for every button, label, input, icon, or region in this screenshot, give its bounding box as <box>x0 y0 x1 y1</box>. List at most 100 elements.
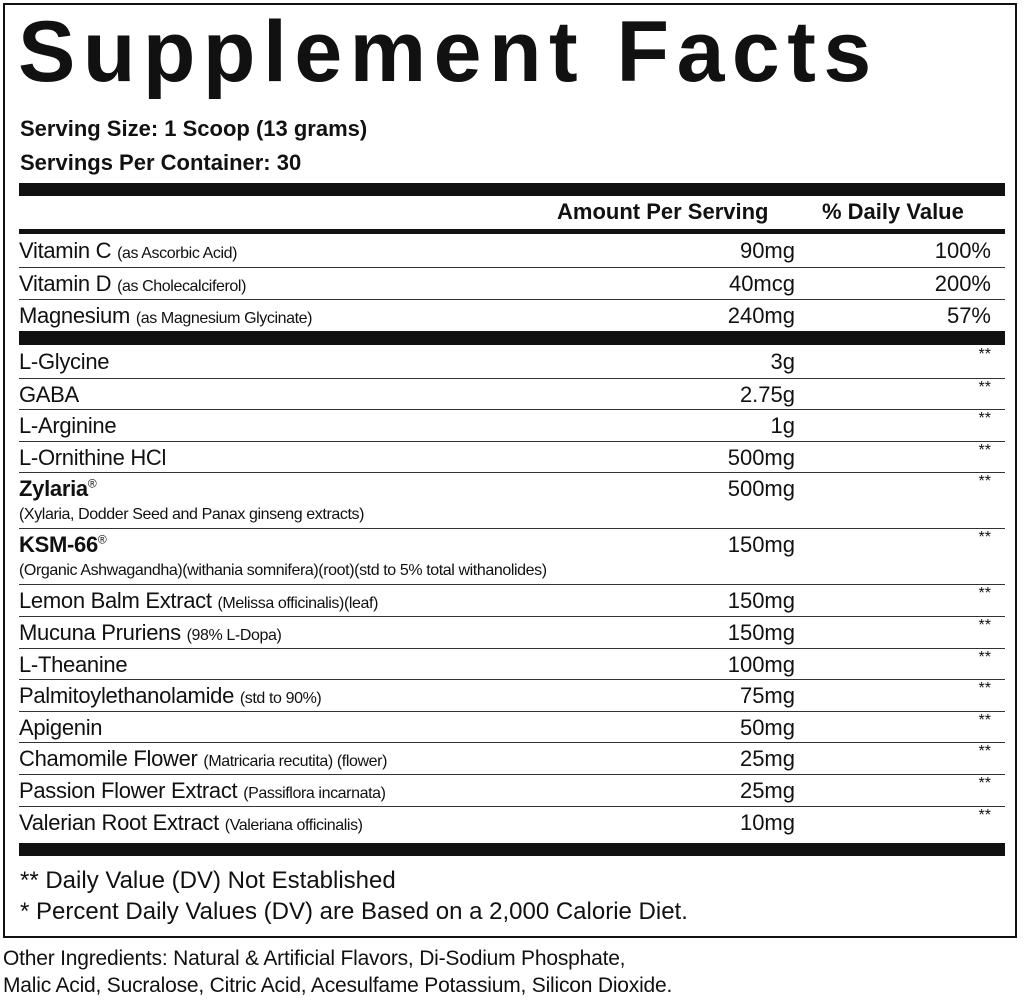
amount-per-serving: 75mg <box>739 683 795 709</box>
nutrient-detail: (std to 90%) <box>239 690 322 708</box>
registered-mark: ® <box>97 533 107 548</box>
daily-value: ** <box>978 441 991 459</box>
nutrient-detail: (Passiflora incarnata) <box>243 785 386 802</box>
table-row: Valerian Root Extract (Valeriana officin… <box>19 805 1005 838</box>
amount-per-serving: 10mg <box>739 809 795 835</box>
servings-per-container: Servings Per Container: 30 <box>20 150 302 175</box>
nutrient-detail: (Matricaria recutita) (flower) <box>203 753 387 771</box>
nutrient-name: Palmitoylethanolamide (std to 90%) <box>19 683 322 709</box>
registered-mark: ® <box>87 477 97 492</box>
amount-per-serving: 500mg <box>727 476 795 502</box>
nutrient-name: L-Glycine <box>19 349 110 375</box>
daily-value: ** <box>978 529 991 547</box>
amount-header: Amount Per Serving <box>557 199 769 224</box>
daily-value: ** <box>978 410 991 428</box>
nutrient-detail: (as Ascorbic Acid) <box>117 245 238 262</box>
amount-per-serving: 240mg <box>727 303 795 328</box>
nutrient-label: Apigenin <box>19 714 103 740</box>
nutrient-label: Vitamin C <box>19 238 112 263</box>
other-ingredients: Malic Acid, Sucralose, Citric Acid, Aces… <box>3 974 673 997</box>
footnote: ** Daily Value (DV) Not Established <box>20 867 396 894</box>
daily-value: 57% <box>946 303 991 328</box>
table-row: Passion Flower Extract (Passiflora incar… <box>19 774 1005 806</box>
nutrient-name: Mucuna Pruriens (98% L-Dopa) <box>19 620 282 646</box>
nutrient-detail: (Organic Ashwagandha)(withania somnifera… <box>19 562 547 580</box>
table-row: Mucuna Pruriens (98% L-Dopa) 150mg ** <box>19 616 1005 648</box>
nutrient-name: L-Arginine <box>19 413 117 439</box>
nutrient-name: Zylaria® <box>19 476 97 502</box>
medium-divider <box>19 229 1005 234</box>
supplement-facts-panel <box>3 3 1017 938</box>
table-row: Chamomile Flower (Matricaria recutita) (… <box>19 742 1005 774</box>
table-row: L-Theanine 100mg ** <box>19 647 1005 680</box>
nutrient-label: L-Theanine <box>19 651 128 677</box>
nutrient-label: KSM-66 <box>19 532 98 558</box>
nutrient-name: Lemon Balm Extract (Melissa officinalis)… <box>19 588 378 614</box>
nutrient-name: GABA <box>19 382 79 408</box>
nutrient-name: Apigenin <box>19 714 103 741</box>
amount-per-serving: 2.75g <box>739 381 795 407</box>
nutrient-name: KSM-66® <box>19 532 107 558</box>
amount-per-serving: 500mg <box>727 444 795 470</box>
amount-per-serving: 1g <box>770 413 795 439</box>
nutrient-label: Magnesium <box>19 303 131 328</box>
daily-value: ** <box>978 743 991 761</box>
panel-title: Supplement Facts <box>18 4 879 100</box>
table-row: L-Arginine 1g ** <box>19 409 1005 441</box>
amount-per-serving: 150mg <box>727 588 795 614</box>
thick-divider <box>19 331 1005 345</box>
nutrient-label: Palmitoylethanolamide <box>19 683 235 709</box>
nutrient-detail: (as Magnesium Glycinate) <box>135 310 313 327</box>
nutrient-detail: (Valeriana officinalis) <box>224 816 363 834</box>
nutrient-detail: (98% L-Dopa) <box>186 627 282 644</box>
daily-value-header: % Daily Value <box>822 199 964 224</box>
nutrient-name: Vitamin C (as Ascorbic Acid) <box>19 238 237 264</box>
amount-per-serving: 90mg <box>739 238 795 263</box>
amount-per-serving: 3g <box>770 349 795 374</box>
thick-divider <box>19 183 1005 196</box>
table-row: Vitamin D (as Cholecalciferol) 40mcg 200% <box>19 267 1005 299</box>
amount-per-serving: 40mcg <box>728 271 795 296</box>
amount-per-serving: 25mg <box>739 778 795 803</box>
daily-value: 100% <box>934 238 991 263</box>
nutrient-label: Mucuna Pruriens <box>19 620 181 645</box>
table-row: Lemon Balm Extract (Melissa officinalis)… <box>19 584 1005 616</box>
nutrient-label: Chamomile Flower <box>19 746 198 772</box>
nutrient-name: Valerian Root Extract (Valeriana officin… <box>19 810 363 836</box>
table-row: Zylaria® (Xylaria, Dodder Seed and Panax… <box>19 472 1005 528</box>
daily-value: ** <box>978 775 991 792</box>
footnote: * Percent Daily Values (DV) are Based on… <box>20 898 688 925</box>
nutrient-name: L-Ornithine HCl <box>19 445 166 471</box>
nutrient-name: Passion Flower Extract (Passiflora incar… <box>19 778 386 804</box>
nutrient-label: L-Glycine <box>19 349 110 374</box>
nutrient-label: L-Arginine <box>19 413 117 439</box>
amount-per-serving: 50mg <box>739 714 795 740</box>
nutrient-label: Passion Flower Extract <box>19 778 238 803</box>
table-row: Palmitoylethanolamide (std to 90%) 75mg ** <box>19 679 1005 711</box>
nutrient-label: L-Ornithine HCl <box>19 444 167 470</box>
amount-per-serving: 100mg <box>727 651 795 677</box>
daily-value: ** <box>978 711 991 729</box>
nutrient-detail: (Xylaria, Dodder Seed and Panax ginseng … <box>19 506 365 524</box>
serving-size: Serving Size: 1 Scoop (13 grams) <box>20 116 368 141</box>
daily-value: ** <box>978 378 991 396</box>
table-row: L-Glycine 3g ** <box>19 346 1005 378</box>
nutrient-name: Magnesium (as Magnesium Glycinate) <box>19 303 312 329</box>
nutrient-label: Valerian Root Extract <box>19 809 219 835</box>
nutrient-name: L-Theanine <box>19 651 128 678</box>
nutrient-label: Zylaria <box>19 476 88 502</box>
nutrient-name: Vitamin D (as Cholecalciferol) <box>19 271 246 297</box>
table-row: Magnesium (as Magnesium Glycinate) 240mg 5… <box>19 299 1005 331</box>
daily-value: ** <box>978 806 991 824</box>
daily-value: ** <box>978 585 991 603</box>
amount-per-serving: 150mg <box>727 532 795 558</box>
table-row: Apigenin 50mg ** <box>19 710 1005 743</box>
other-ingredients: Other Ingredients: Natural & Artificial … <box>3 947 626 970</box>
daily-value: ** <box>978 648 991 666</box>
nutrient-label: GABA <box>19 381 79 407</box>
nutrient-label: Lemon Balm Extract <box>19 588 212 614</box>
nutrient-detail: (Melissa officinalis)(leaf) <box>217 595 379 613</box>
daily-value: 200% <box>934 271 991 296</box>
daily-value: ** <box>978 617 991 634</box>
table-row: L-Ornithine HCl 500mg ** <box>19 440 1005 473</box>
